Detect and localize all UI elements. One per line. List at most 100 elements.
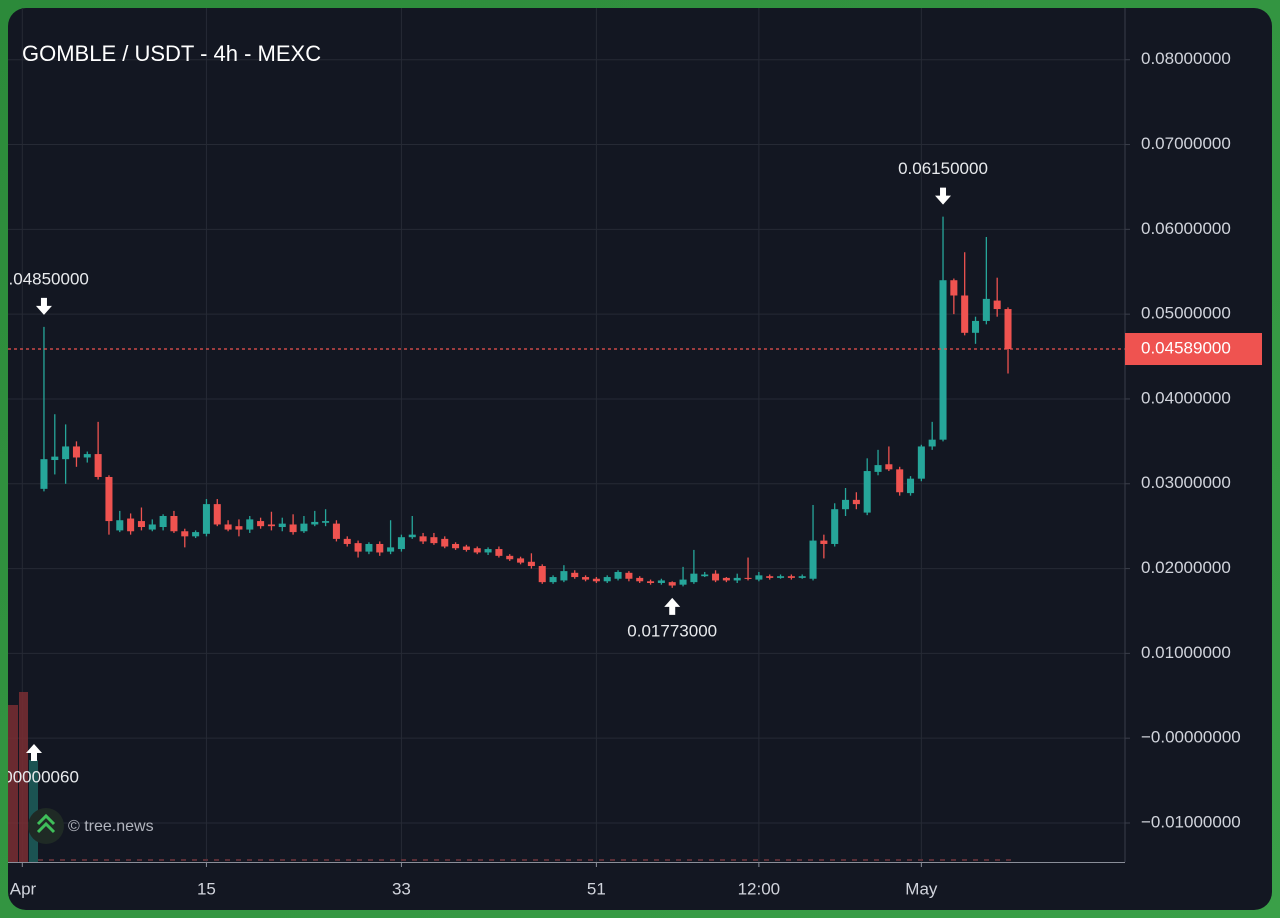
last-price-badge xyxy=(1125,333,1262,366)
candle-body xyxy=(657,580,665,583)
candle-body xyxy=(495,549,503,556)
candle-body xyxy=(690,573,698,583)
candle-body xyxy=(517,558,525,563)
candle-body xyxy=(213,504,221,525)
candle-body xyxy=(777,576,785,578)
candle-body xyxy=(159,515,167,528)
candle-body xyxy=(766,576,774,578)
candle-body xyxy=(127,518,135,532)
candle-body xyxy=(365,543,373,552)
candle-body xyxy=(636,577,644,582)
y-tick-label: 0.05000000 xyxy=(1141,304,1231,323)
candle-body xyxy=(668,582,676,586)
candle-body xyxy=(137,521,145,528)
annotation-arrow xyxy=(935,187,952,205)
y-tick-label: 0.02000000 xyxy=(1141,558,1231,577)
annotation-label: 0.04850000 xyxy=(0,269,89,288)
candle-body xyxy=(787,576,795,578)
candle-body xyxy=(993,300,1001,310)
candle-body xyxy=(51,456,59,461)
candle-body xyxy=(473,548,481,553)
y-tick-label: 0.08000000 xyxy=(1141,49,1231,68)
candle-body xyxy=(116,520,124,531)
candle-body xyxy=(419,536,427,542)
candle-body xyxy=(430,537,438,544)
x-tick-label: May xyxy=(905,879,938,898)
candle-body xyxy=(527,561,535,567)
candle-body xyxy=(354,543,362,552)
candle-body xyxy=(289,524,297,533)
candle-body xyxy=(560,571,568,581)
x-tick-label: 51 xyxy=(587,879,606,898)
candle-body xyxy=(397,537,405,550)
watermark-text: © tree.news xyxy=(68,818,154,835)
candle-body xyxy=(343,538,351,544)
candle-body xyxy=(441,538,449,547)
candle-body xyxy=(798,576,806,578)
y-tick-label: −0.00000000 xyxy=(1141,728,1241,747)
candle-body xyxy=(192,532,200,537)
annotation-label: 0.06150000 xyxy=(898,159,988,178)
candle-body xyxy=(971,320,980,333)
candle-body xyxy=(376,543,384,553)
candle-body xyxy=(874,465,882,472)
candle-body xyxy=(896,469,904,493)
watermark: © tree.news xyxy=(28,808,154,844)
candle-body xyxy=(462,546,470,550)
candle-body xyxy=(506,555,514,560)
candle-body xyxy=(549,577,557,583)
candle-body xyxy=(40,459,48,489)
volume-bar xyxy=(19,692,28,862)
candle-body xyxy=(311,521,319,525)
volume-annotation: 0.00000060 xyxy=(0,767,79,786)
candle-body xyxy=(246,519,254,530)
candle-body xyxy=(148,524,156,530)
candle-body xyxy=(332,523,340,539)
y-tick-label: 0.04000000 xyxy=(1141,388,1231,407)
y-tick-label: 0.06000000 xyxy=(1141,219,1231,238)
candle-body xyxy=(1004,309,1012,350)
candle-body xyxy=(755,575,763,580)
candle-body xyxy=(408,534,416,538)
candle-body xyxy=(852,499,860,505)
candle-body xyxy=(744,577,752,579)
candle-body xyxy=(170,515,178,532)
candle-body xyxy=(625,572,633,579)
candle-body xyxy=(939,280,947,440)
candle-body xyxy=(62,446,70,460)
volume-arrow xyxy=(26,744,42,761)
candle-body xyxy=(647,581,655,583)
candle-body xyxy=(907,478,915,494)
candle-body xyxy=(267,524,275,527)
y-tick-label: 0.01000000 xyxy=(1141,643,1231,662)
annotation-label: 0.01773000 xyxy=(627,621,717,640)
candle-body xyxy=(72,446,80,458)
candle-body xyxy=(538,566,546,583)
candle-body xyxy=(571,572,579,578)
candle-body xyxy=(592,578,600,582)
candle-body xyxy=(722,577,730,581)
candle-body xyxy=(83,454,91,458)
candle-body xyxy=(831,509,839,544)
candle-body xyxy=(202,504,210,534)
y-tick-label: −0.01000000 xyxy=(1141,812,1241,831)
candle-body xyxy=(701,574,709,577)
candle-body xyxy=(181,531,189,537)
x-tick-label: 15 xyxy=(197,879,216,898)
chart-title: GOMBLE / USDT - 4h - MEXC xyxy=(22,41,321,66)
x-tick-label: Apr xyxy=(10,879,37,898)
candle-body xyxy=(961,295,969,333)
candle-body xyxy=(917,446,925,479)
candle-body xyxy=(712,573,720,581)
x-tick-label: 33 xyxy=(392,879,411,898)
candle-body xyxy=(452,543,460,549)
candle-body xyxy=(278,523,286,528)
candle-body xyxy=(982,298,990,321)
candle-body xyxy=(387,547,395,552)
annotation-arrow xyxy=(35,297,52,315)
candle-body xyxy=(484,549,492,553)
candle-body xyxy=(733,577,741,581)
annotation-arrow xyxy=(664,597,681,615)
